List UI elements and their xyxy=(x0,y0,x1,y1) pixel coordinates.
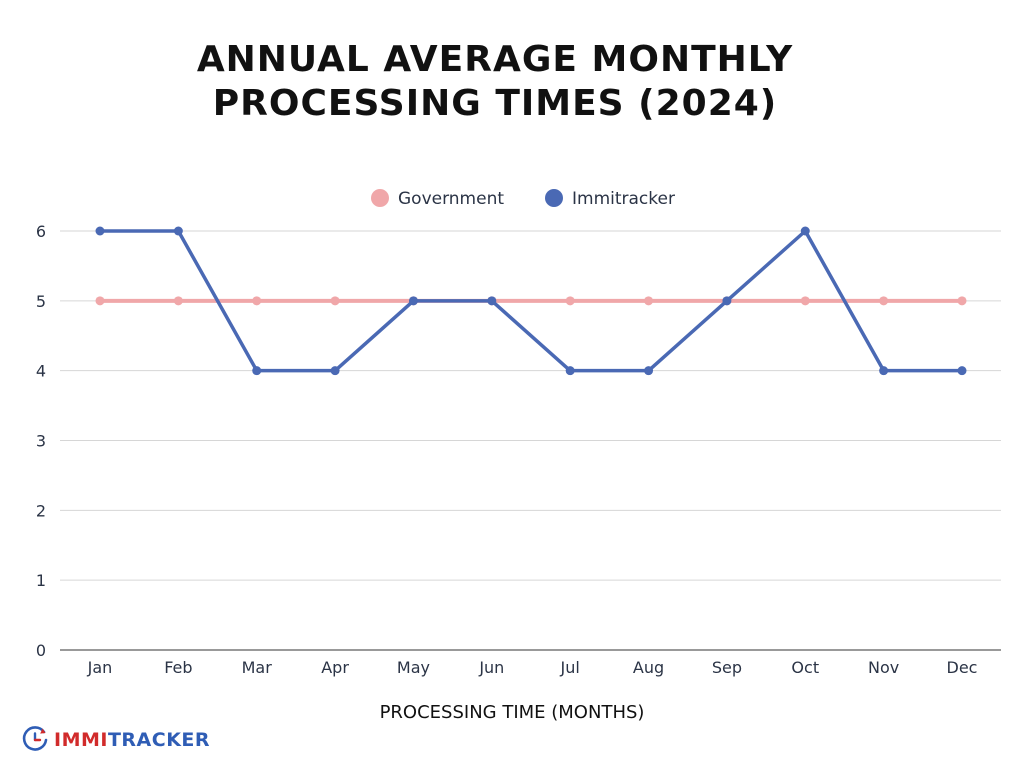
legend-marker xyxy=(545,189,563,207)
logo-text: IMMITRACKER xyxy=(54,729,210,751)
data-point-immitracker xyxy=(644,366,654,376)
clock-icon xyxy=(22,726,48,751)
data-point-government xyxy=(800,296,810,306)
legend-item-immitracker: Immitracker xyxy=(545,189,675,209)
data-point-immitracker xyxy=(252,366,262,376)
y-tick-label: 3 xyxy=(36,432,46,451)
series-group xyxy=(95,226,967,376)
data-point-government xyxy=(95,296,105,306)
legend-label: Immitracker xyxy=(572,189,675,209)
x-axis-title: PROCESSING TIME (MONTHS) xyxy=(380,702,645,723)
logo-text-tracker: TRACKER xyxy=(107,729,211,751)
x-tick-label: Nov xyxy=(868,658,899,677)
legend: Government Immitracker xyxy=(371,189,675,209)
data-point-immitracker xyxy=(173,226,183,236)
y-tick-label: 4 xyxy=(36,362,46,381)
x-tick-label: Mar xyxy=(242,658,273,677)
x-axis-ticks: Jan Feb Mar Apr May Jun Jul Aug Sep Oct Nov Dec xyxy=(87,658,978,677)
data-point-government xyxy=(252,296,262,306)
x-tick-label: Jan xyxy=(87,658,113,677)
data-point-immitracker xyxy=(722,296,732,306)
series-government xyxy=(95,296,967,306)
data-point-government xyxy=(173,296,183,306)
x-tick-label: Feb xyxy=(164,658,192,677)
data-point-immitracker xyxy=(408,296,418,306)
data-point-immitracker xyxy=(95,226,105,236)
x-tick-label: Jul xyxy=(560,658,580,677)
y-tick-label: 0 xyxy=(36,641,46,660)
data-point-immitracker xyxy=(565,366,575,376)
x-tick-label: Apr xyxy=(321,658,349,677)
x-tick-label: Dec xyxy=(947,658,978,677)
chart-title-line-1: ANNUAL AVERAGE MONTHLY xyxy=(196,39,794,80)
data-point-immitracker xyxy=(487,296,497,306)
y-tick-label: 6 xyxy=(36,222,46,241)
data-point-immitracker xyxy=(800,226,810,236)
logo-text-immi: IMMI xyxy=(54,729,108,751)
data-point-immitracker xyxy=(957,366,967,376)
x-tick-label: Sep xyxy=(712,658,742,677)
x-tick-label: Oct xyxy=(791,658,819,677)
data-point-government xyxy=(879,296,889,306)
x-tick-label: Aug xyxy=(633,658,664,677)
legend-item-government: Government xyxy=(371,189,504,209)
y-tick-label: 1 xyxy=(36,571,46,590)
series-immitracker xyxy=(95,226,967,376)
chart-title-line-2: PROCESSING TIMES (2024) xyxy=(212,83,778,124)
gridlines xyxy=(60,230,1001,651)
x-tick-label: Jun xyxy=(478,658,504,677)
immitracker-logo: IMMITRACKER xyxy=(20,724,210,756)
data-point-immitracker xyxy=(879,366,889,376)
data-point-government xyxy=(644,296,654,306)
data-point-government xyxy=(565,296,575,306)
chart-title: ANNUAL AVERAGE MONTHLY PROCESSING TIMES … xyxy=(0,38,990,126)
y-tick-label: 5 xyxy=(36,292,46,311)
y-axis-ticks: 0 1 2 3 4 5 6 xyxy=(36,222,46,660)
legend-label: Government xyxy=(398,189,504,209)
x-tick-label: May xyxy=(397,658,430,677)
y-tick-label: 2 xyxy=(36,501,46,520)
data-point-government xyxy=(330,296,340,306)
series-line-immitracker xyxy=(98,229,964,373)
data-point-government xyxy=(957,296,967,306)
data-point-immitracker xyxy=(330,366,340,376)
legend-marker xyxy=(371,189,389,207)
